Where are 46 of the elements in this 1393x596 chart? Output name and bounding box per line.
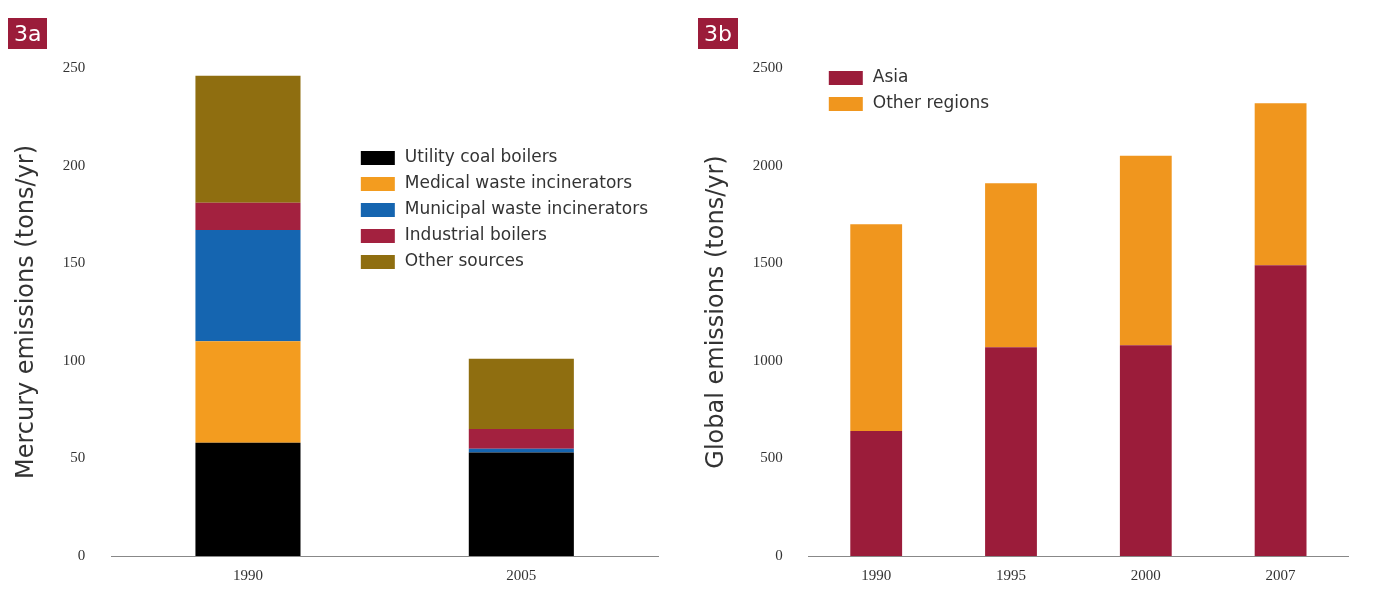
bar — [468, 358, 574, 430]
legend-label: Municipal waste incinerators — [404, 198, 649, 219]
y-tick-label: 250 — [62, 58, 86, 75]
y-tick-label: 2500 — [752, 58, 783, 75]
bar — [850, 224, 903, 432]
bar — [985, 347, 1037, 556]
bar — [1254, 103, 1307, 266]
bar — [468, 452, 574, 556]
bar — [468, 429, 574, 449]
x-tick-label: 2007 — [1265, 566, 1297, 583]
bar — [1119, 345, 1172, 556]
x-tick-label: 1990 — [232, 566, 263, 583]
bar — [985, 183, 1037, 348]
legend-label: Medical waste incinerators — [404, 172, 633, 193]
x-tick-label: 2000 — [1130, 566, 1161, 583]
y-tick-label: 50 — [70, 449, 86, 466]
x-tick-label: 1990 — [861, 566, 892, 583]
y-tick-label: 500 — [760, 449, 783, 466]
bar — [1254, 265, 1307, 556]
legend-label: Utility coal boilers — [404, 146, 558, 167]
bar — [195, 202, 301, 231]
chart-title: 3b — [698, 18, 738, 49]
bar — [195, 230, 301, 342]
bar — [850, 431, 903, 556]
y-axis-title: Mercury emissions (tons/yr) — [10, 144, 39, 480]
legend-label: Other sources — [404, 250, 524, 271]
y-tick-label: 0 — [775, 546, 783, 563]
bar — [195, 442, 301, 556]
chart-title: 3a — [8, 18, 48, 49]
legend-label: Industrial boilers — [404, 224, 548, 245]
bar — [1119, 155, 1172, 346]
bar — [468, 448, 574, 453]
x-tick-label: 1995 — [996, 566, 1026, 583]
y-axis-title: Global emissions (tons/yr) — [700, 155, 729, 469]
y-tick-label: 100 — [62, 351, 86, 368]
y-tick-label: 0 — [77, 546, 86, 563]
x-tick-label: 2005 — [506, 566, 537, 583]
y-tick-label: 1000 — [752, 351, 783, 368]
y-tick-label: 1500 — [752, 254, 783, 271]
bar — [195, 75, 301, 203]
legend-label: Asia — [872, 66, 909, 87]
y-tick-label: 2000 — [752, 156, 783, 173]
y-tick-label: 200 — [62, 156, 86, 173]
y-tick-label: 150 — [62, 254, 86, 271]
bar — [195, 341, 301, 443]
legend-label: Other regions — [872, 92, 990, 113]
